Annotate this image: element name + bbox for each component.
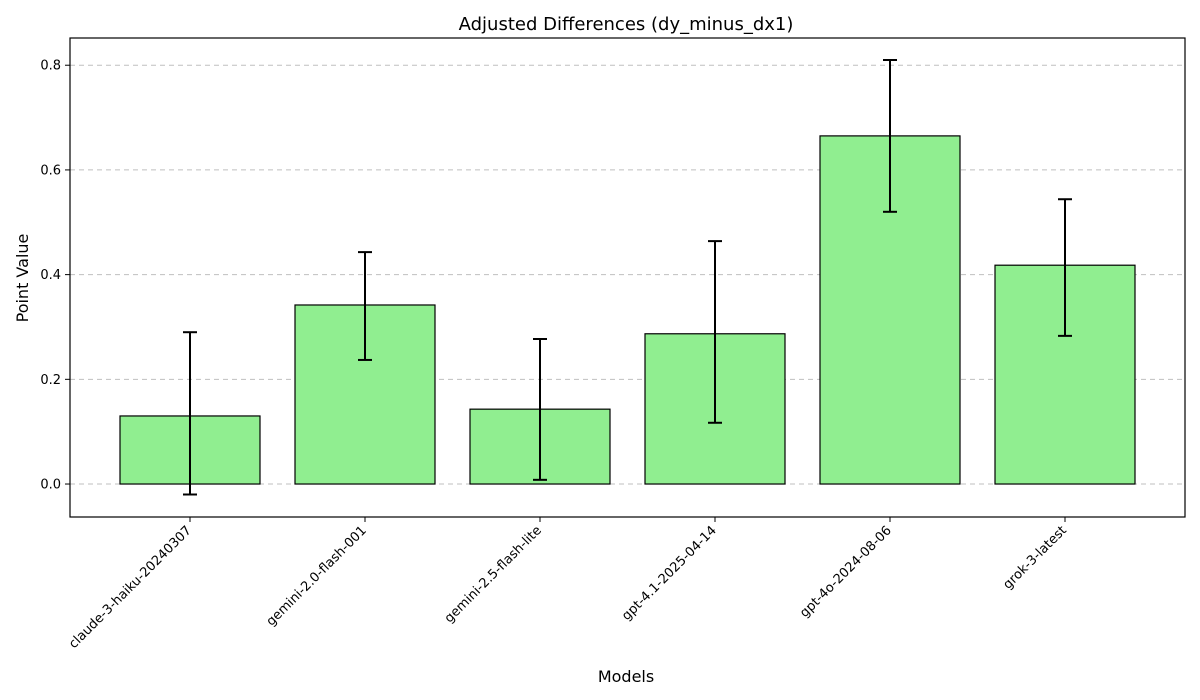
chart-title: Adjusted Differences (dy_minus_dx1): [459, 14, 794, 35]
y-tick-label: 0.8: [40, 59, 61, 74]
error-bars: [183, 58, 1072, 496]
x-tick-label: gemini-2.0-flash-001: [264, 523, 370, 629]
x-tick-label: gemini-2.5-flash-lite: [442, 523, 545, 626]
x-axis-ticks: claude-3-haiku-20240307 gemini-2.0-flash-…: [66, 517, 1070, 652]
x-axis-label: Models: [598, 667, 654, 686]
x-tick-label: claude-3-haiku-20240307: [66, 523, 195, 652]
plot-frame: [69, 37, 1186, 518]
y-tick-label: 0.2: [40, 373, 61, 388]
y-tick-label: 0.6: [40, 163, 61, 178]
y-axis-label: Point Value: [13, 234, 32, 323]
x-tick-label: grok-3-latest: [1001, 523, 1070, 592]
x-tick-label: gpt-4o-2024-08-06: [797, 523, 895, 621]
y-tick-label: 0.4: [40, 268, 61, 283]
y-axis-ticks: 0.0 0.2 0.4 0.6 0.8: [40, 59, 70, 493]
plot-border: [69, 37, 1186, 518]
y-tick-label: 0.0: [40, 478, 61, 493]
bars: [119, 135, 1136, 485]
x-tick-label: gpt-4.1-2025-04-14: [619, 523, 720, 624]
